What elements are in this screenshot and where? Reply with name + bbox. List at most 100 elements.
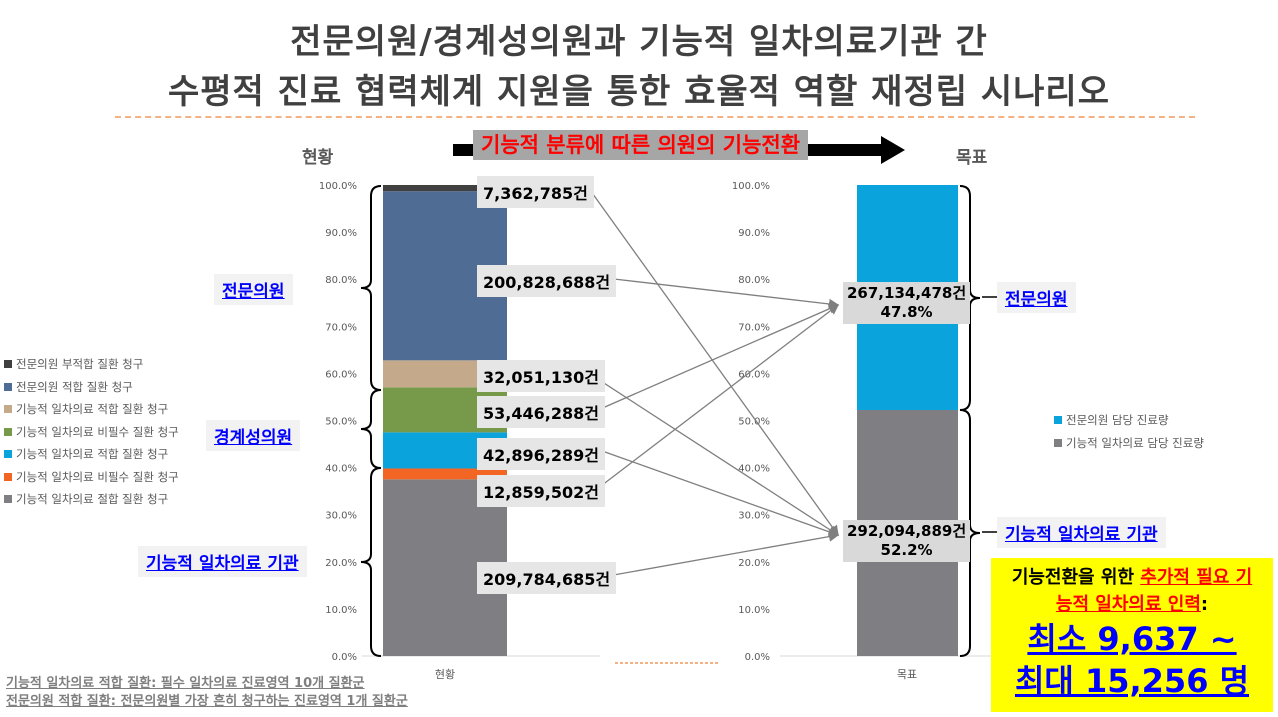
label-primary: 기능적 일차의료 기관 (138, 546, 307, 577)
right-y-tick-label: 40.0% (738, 464, 770, 475)
right-y-tick-label: 60.0% (738, 369, 770, 380)
flow-arrow (613, 278, 840, 310)
x-label-current: 현황 (435, 668, 455, 681)
right-y-tick-label: 20.0% (738, 558, 770, 569)
value-label: 12,859,502건 (477, 475, 605, 507)
note-specialist: 전문의원 적합 질환: 전문의원별 가장 흔히 청구하는 진료영역 1개 질환군 (6, 694, 408, 709)
right-y-tick-label: 90.0% (738, 228, 770, 239)
flow-arrow (597, 303, 840, 411)
legend-swatch (4, 495, 12, 504)
flow-arrow (596, 304, 840, 490)
target-value-label: 267,134,478건 47.8% (843, 282, 971, 324)
right-y-tick-label: 50.0% (738, 417, 770, 428)
legend-text: 기능적 일차의료 절합 질환 청구 (16, 492, 169, 507)
legend-item: 기능적 일차의료 비필수 질환 청구 (4, 466, 179, 489)
legend-swatch (1054, 438, 1062, 447)
left-y-tick-label: 0.0% (332, 652, 357, 663)
title-line-1: 전문의원/경계성의원과 기능적 일차의료기관 간 (290, 22, 988, 62)
right-y-tick-label: 30.0% (738, 511, 770, 522)
brace-primary (360, 467, 382, 657)
legend-text: 전문의원 부적합 질환 청구 (16, 357, 144, 372)
left-y-tick-label: 10.0% (325, 605, 357, 616)
value-label: 7,362,785건 (477, 176, 594, 208)
value-label: 32,051,130건 (477, 360, 605, 392)
left-y-tick-label: 60.0% (325, 369, 357, 380)
current-bar-segment (383, 468, 507, 480)
label-specialist: 전문의원 (214, 274, 293, 305)
left-y-tick-label: 80.0% (325, 275, 357, 286)
brace-borderline (360, 389, 382, 469)
legend-item: 기능적 일차의료 적합 질환 청구 (4, 398, 179, 421)
legend-item: 기능적 일차의료 비필수 질환 청구 (4, 421, 179, 444)
legend-swatch (4, 405, 12, 414)
flow-arrow (589, 373, 840, 536)
legend-text: 기능적 일차의료 적합 질환 청구 (16, 402, 169, 417)
target-percent: 47.8% (880, 303, 933, 321)
legend-item: 전문의원 담당 진료량 (1054, 409, 1204, 432)
brace-primary-right (959, 409, 981, 657)
legend-item: 기능적 일차의료 담당 진료량 (1054, 432, 1204, 455)
label-specialist-right: 전문의원 (997, 282, 1076, 313)
header-target: 목표 (956, 148, 988, 168)
value-label: 42,896,289건 (477, 438, 605, 470)
target-percent: 52.2% (880, 541, 933, 559)
legend-text: 기능적 일차의료 담당 진료량 (1066, 435, 1204, 450)
legend-text: 전문의원 적합 질환 청구 (16, 379, 133, 394)
legend-text: 기능적 일차의료 적합 질환 청구 (16, 447, 169, 462)
right-y-tick-label: 0.0% (745, 652, 770, 663)
x-label-target: 목표 (897, 668, 917, 681)
value-label: 53,446,288건 (477, 396, 605, 428)
callout-box: 기능전환을 위한 추가적 필요 기능적 일차의료 인력: 최소 9,637 ~ … (991, 558, 1273, 712)
legend-swatch (4, 382, 12, 391)
legend-item: 전문의원 부적합 질환 청구 (4, 353, 179, 376)
title-divider (115, 116, 1195, 118)
target-value-label: 292,094,889건 52.2% (843, 520, 971, 562)
note-primary: 기능적 일차의료 적합 질환: 필수 일차의료 진료영역 10개 질환군 (6, 676, 365, 691)
callout-text-1: 기능전환을 위한 (1011, 567, 1141, 588)
title-line-2: 수평적 진료 협력체계 지원을 통한 효율적 역할 재정립 시나리오 (168, 72, 1110, 112)
flow-arrow (607, 531, 840, 577)
transition-banner: 기능적 분류에 따른 의원의 기능전환 (453, 128, 908, 172)
arrow-icon-head (881, 136, 905, 164)
callout-min: 최소 9,637 ~ (1027, 620, 1237, 658)
brace-specialist-right (959, 185, 981, 411)
brace-specialist (360, 185, 382, 391)
flow-arrow (604, 451, 840, 537)
legend-swatch (4, 472, 12, 481)
left-y-tick-label: 100.0% (319, 181, 357, 192)
left-y-tick-label: 50.0% (325, 417, 357, 428)
left-y-tick-label: 40.0% (325, 464, 357, 475)
callout-max: 최대 15,256 명 (1014, 662, 1250, 700)
label-borderline: 경계성의원 (206, 420, 301, 451)
legend-text: 기능적 일차의료 비필수 질환 청구 (16, 469, 179, 484)
legend-text: 전문의원 담당 진료량 (1066, 413, 1169, 428)
left-y-tick-label: 30.0% (325, 511, 357, 522)
legend-item: 기능적 일차의료 절합 질환 청구 (4, 488, 179, 511)
callout-text-3: : (1200, 594, 1209, 615)
flow-arrow (589, 189, 839, 537)
legend-text: 기능적 일차의료 비필수 질환 청구 (16, 424, 179, 439)
banner-text: 기능적 분류에 따른 의원의 기능전환 (473, 130, 809, 160)
legend-item: 기능적 일차의료 적합 질환 청구 (4, 443, 179, 466)
target-count: 292,094,889건 (847, 522, 967, 540)
callout-text-2: 추가적 필요 기능적 일차의료 인력 (1055, 567, 1253, 615)
target-count: 267,134,478건 (847, 284, 967, 302)
right-y-tick-label: 80.0% (738, 275, 770, 286)
left-y-tick-label: 20.0% (325, 558, 357, 569)
legend-swatch (4, 450, 12, 459)
value-label: 209,784,685건 (477, 562, 617, 594)
left-y-tick-label: 90.0% (325, 228, 357, 239)
legend-swatch (4, 427, 12, 436)
legend-swatch (4, 360, 12, 369)
right-y-tick-label: 70.0% (738, 322, 770, 333)
legend-item: 전문의원 적합 질환 청구 (4, 376, 179, 399)
current-bar-segment (383, 185, 507, 192)
right-y-tick-label: 100.0% (732, 181, 770, 192)
left-y-tick-label: 70.0% (325, 322, 357, 333)
legend-swatch (1054, 416, 1062, 425)
header-current: 현황 (302, 148, 334, 168)
right-y-tick-label: 10.0% (738, 605, 770, 616)
value-label: 200,828,688건 (477, 265, 617, 297)
